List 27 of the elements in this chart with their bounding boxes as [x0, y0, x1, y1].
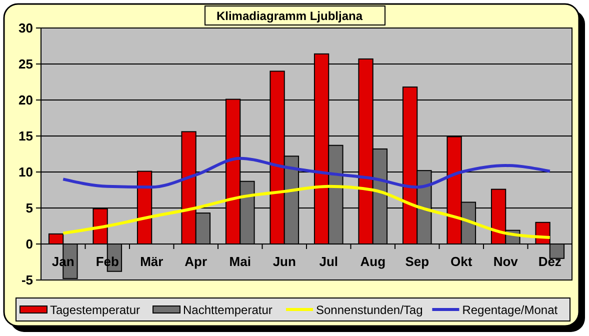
x-tick-label: Aug: [360, 254, 386, 269]
x-tick-label: Dez: [538, 254, 562, 269]
y-tick-label: 10: [18, 164, 33, 180]
y-tick-label: 15: [18, 128, 33, 144]
line-series: [62, 184, 552, 240]
x-tick-label: Jun: [272, 254, 296, 269]
x-tick-label: Feb: [96, 254, 119, 269]
x-tick-label: Mai: [229, 254, 251, 269]
y-tick-label: 5: [26, 200, 33, 216]
x-tick-label: Jul: [319, 254, 338, 269]
legend-label: Nachttemperatur: [183, 303, 272, 317]
chart-title: Klimadiagramm Ljubljana: [216, 9, 363, 23]
y-tick-label: 20: [18, 92, 33, 108]
x-tick-label: Mär: [140, 254, 164, 269]
x-tick-label: Sep: [405, 254, 430, 269]
legend-label: Regentage/Monat: [462, 303, 558, 317]
y-tick-label: -5: [21, 272, 33, 288]
x-tick-label: Okt: [450, 254, 473, 269]
x-tick-label: Nov: [493, 254, 519, 269]
legend-label: Sonnenstunden/Tag: [316, 303, 423, 317]
y-tick-label: 0: [26, 236, 33, 252]
line-series: [62, 156, 552, 189]
x-tick-label: Jan: [52, 254, 74, 269]
y-tick-label: 25: [18, 56, 33, 72]
y-tick-label: 30: [18, 20, 33, 36]
legend-label: Tagestemperatur: [50, 303, 140, 317]
x-tick-label: Apr: [184, 254, 208, 269]
